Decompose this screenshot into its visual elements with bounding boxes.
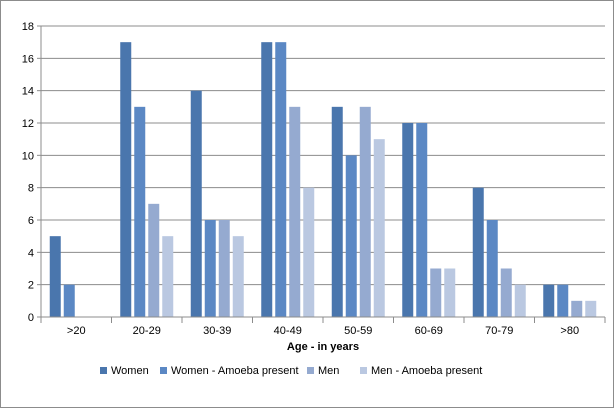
bar-50-59-men bbox=[359, 106, 371, 317]
y-tick-label: 4 bbox=[28, 247, 34, 259]
bar-70-79-men-amoeba-present bbox=[514, 284, 526, 317]
x-tick-label: >20 bbox=[67, 325, 86, 337]
bar->80-men-amoeba-present bbox=[585, 300, 597, 317]
x-tick-label: 50-59 bbox=[344, 325, 372, 337]
y-tick-label: 10 bbox=[22, 150, 34, 162]
bar-30-39-men-amoeba-present bbox=[232, 236, 244, 317]
legend-label: Women bbox=[111, 365, 149, 377]
x-tick-label: 30-39 bbox=[203, 325, 231, 337]
legend-swatch-women-amoeba-present bbox=[160, 367, 167, 374]
bar-70-79-women bbox=[472, 187, 484, 317]
bars bbox=[49, 42, 597, 318]
bar-40-49-women-amoeba-present bbox=[275, 42, 287, 318]
bar-30-39-women bbox=[190, 90, 202, 318]
bar-60-69-men-amoeba-present bbox=[444, 268, 456, 317]
legend-swatch-men bbox=[307, 367, 314, 374]
x-tick-label: >80 bbox=[560, 325, 579, 337]
bar->80-men bbox=[571, 300, 583, 317]
bar->80-women-amoeba-present bbox=[557, 284, 569, 317]
x-tick-label: 20-29 bbox=[133, 325, 161, 337]
y-tick-label: 0 bbox=[28, 312, 34, 324]
legend-label: Men bbox=[318, 365, 339, 377]
x-tick-label: 40-49 bbox=[274, 325, 302, 337]
y-tick-label: 12 bbox=[22, 118, 34, 130]
bar-60-69-men bbox=[430, 268, 442, 317]
bar-70-79-men bbox=[500, 268, 512, 317]
legend-label: Women - Amoeba present bbox=[171, 365, 299, 377]
legend: Women Women - Amoeba present Men Men - Amoe… bbox=[100, 365, 482, 377]
y-tick-label: 6 bbox=[28, 215, 34, 227]
bar-20-29-men-amoeba-present bbox=[162, 236, 174, 317]
bar-40-49-women bbox=[261, 42, 273, 318]
x-tick-label: 70-79 bbox=[485, 325, 513, 337]
bar-20-29-women bbox=[120, 42, 132, 318]
y-tick-label: 8 bbox=[28, 183, 34, 195]
bar-50-59-men-amoeba-present bbox=[373, 139, 385, 317]
bar-40-49-men bbox=[289, 106, 301, 317]
legend-swatch-men-amoeba-present bbox=[360, 367, 367, 374]
y-tick-label: 2 bbox=[28, 280, 34, 292]
axes: 0 2 4 6 8 10 12 14 16 18 >20 20-29 30-39 40-49 50-59 60… bbox=[22, 21, 606, 353]
bar-30-39-men bbox=[218, 220, 230, 317]
x-axis-title: Age - in years bbox=[287, 341, 359, 353]
legend-swatch-women bbox=[100, 367, 107, 374]
x-tick-label: 60-69 bbox=[415, 325, 443, 337]
bar-50-59-women-amoeba-present bbox=[345, 155, 357, 317]
y-tick-label: 14 bbox=[22, 86, 34, 98]
legend-label: Men - Amoeba present bbox=[371, 365, 482, 377]
bar-60-69-women bbox=[402, 123, 414, 317]
bar->80-women bbox=[543, 284, 555, 317]
bar-40-49-men-amoeba-present bbox=[303, 187, 315, 317]
bar-60-69-women-amoeba-present bbox=[416, 123, 428, 317]
bar->20-women-amoeba-present bbox=[63, 284, 75, 317]
bar-50-59-women bbox=[331, 106, 343, 317]
bar-20-29-women-amoeba-present bbox=[134, 106, 146, 317]
bar-20-29-men bbox=[148, 203, 160, 317]
y-tick-label: 18 bbox=[22, 21, 34, 33]
bar->20-women bbox=[49, 236, 61, 317]
bar-30-39-women-amoeba-present bbox=[204, 220, 216, 317]
bar-70-79-women-amoeba-present bbox=[486, 220, 498, 317]
y-tick-label: 16 bbox=[22, 53, 34, 65]
